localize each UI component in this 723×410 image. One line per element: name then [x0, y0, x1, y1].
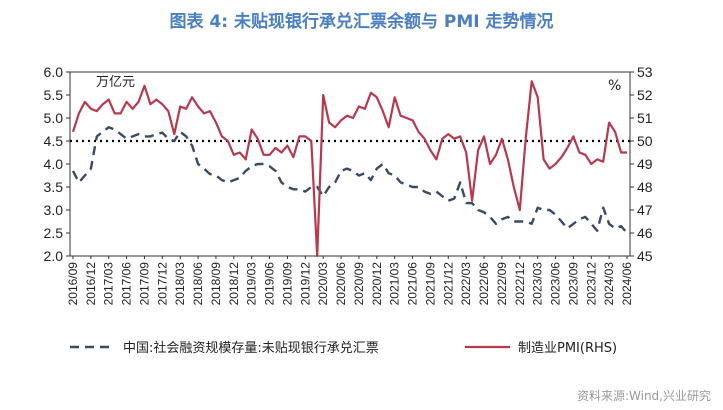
x-tick-label: 2018/12: [227, 262, 241, 306]
x-tick-label: 2024/03: [602, 262, 616, 306]
right-tick-label: 51: [637, 110, 653, 126]
right-tick-label: 50: [637, 133, 653, 149]
left-tick-label: 3.5: [44, 179, 64, 195]
x-tick-label: 2021/06: [406, 262, 420, 306]
left-tick-label: 5.0: [44, 110, 64, 126]
x-tick-label: 2023/12: [584, 262, 598, 306]
legend-bill-label: 中国:社会融资规模存量:未贴现银行承兑汇票: [123, 340, 379, 356]
x-tick-label: 2023/06: [549, 262, 563, 306]
x-tick-label: 2021/03: [388, 262, 402, 306]
x-tick-label: 2018/06: [191, 262, 205, 306]
x-tick-label: 2022/06: [477, 262, 491, 306]
x-tick-label: 2023/03: [531, 262, 545, 306]
left-tick-label: 6.0: [44, 64, 64, 80]
right-unit-label: %: [608, 78, 621, 94]
left-unit-label: 万亿元: [96, 75, 135, 90]
legend-pmi-label: 制造业PMI(RHS): [518, 341, 617, 356]
x-tick-label: 2023/09: [566, 262, 580, 306]
right-tick-label: 49: [637, 156, 653, 172]
x-tick-label: 2017/06: [120, 262, 134, 306]
x-tick-label: 2022/03: [459, 262, 473, 306]
x-tick-label: 2016/09: [66, 262, 80, 306]
x-tick-label: 2021/09: [423, 262, 437, 306]
x-tick-label: 2019/12: [298, 262, 312, 306]
left-tick-label: 3.0: [44, 202, 64, 218]
x-tick-label: 2017/09: [137, 262, 151, 306]
x-tick-label: 2024/06: [620, 262, 634, 306]
right-tick-label: 46: [637, 225, 653, 241]
x-tick-label: 2021/12: [441, 262, 455, 306]
x-tick-label: 2016/12: [84, 262, 98, 306]
x-tick-label: 2022/12: [513, 262, 527, 306]
x-tick-label: 2019/09: [280, 262, 294, 306]
right-tick-label: 53: [637, 64, 653, 80]
left-tick-label: 4.0: [44, 156, 64, 172]
right-tick-label: 52: [637, 87, 653, 103]
pmi-series-line: [71, 80, 627, 258]
x-tick-label: 2019/03: [245, 262, 259, 306]
x-tick-label: 2017/03: [102, 262, 116, 306]
x-tick-label: 2019/06: [263, 262, 277, 306]
right-tick-label: 48: [637, 179, 653, 195]
bill-balance-series-line: [71, 125, 628, 234]
x-tick-label: 2020/06: [334, 262, 348, 306]
left-tick-label: 2.0: [44, 248, 64, 264]
x-tick-label: 2018/03: [173, 262, 187, 306]
chart-title: 图表 4: 未贴现银行承兑汇票余额与 PMI 走势情况: [169, 12, 554, 32]
right-tick-label: 45: [637, 248, 653, 264]
left-tick-label: 5.5: [44, 87, 64, 103]
left-tick-label: 4.5: [44, 133, 64, 149]
x-tick-label: 2022/09: [495, 262, 509, 306]
source-note: 资料来源:Wind,兴业研究: [576, 389, 711, 403]
x-tick-label: 2020/03: [316, 262, 330, 306]
x-tick-label: 2020/09: [352, 262, 366, 306]
x-tick-label: 2018/09: [209, 262, 223, 306]
x-tick-label: 2020/12: [370, 262, 384, 306]
right-tick-label: 47: [637, 202, 653, 218]
left-tick-label: 2.5: [44, 225, 64, 241]
x-tick-label: 2017/12: [155, 262, 169, 306]
